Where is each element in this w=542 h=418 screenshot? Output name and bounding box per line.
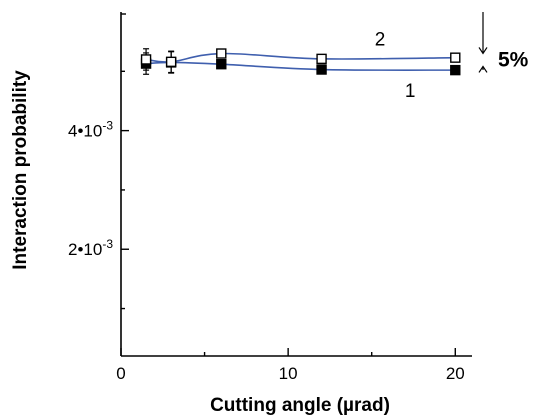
y-ticks: 2•10-3 4•10-3 [68,119,129,259]
series-markers [140,48,461,76]
filled-square-marker [216,58,227,70]
annotation-arrow-up-head [478,65,488,73]
series-labels: 12 [375,30,416,102]
x-tick-label: 10 [279,364,298,383]
x-ticks: 0 10 20 [116,348,465,383]
series-1-line [146,61,456,71]
axes [120,12,472,357]
y-tick-label: 2•10-3 [68,237,113,259]
filled-square-marker [450,64,461,76]
x-tick-label: 0 [116,364,125,383]
open-square-marker [450,52,461,63]
x-tick-label: 20 [446,364,465,383]
y-minor-ticks [121,13,126,310]
open-square-marker [216,48,227,59]
y-tick-label: 4•10-3 [68,119,113,141]
series-2-line [145,52,456,63]
y-tick-exponent: -3 [102,119,113,133]
open-square-marker [316,53,327,65]
series-1-label: 1 [405,81,416,102]
filled-square-marker [316,64,327,75]
series-curves [145,52,456,71]
open-square-marker [165,56,177,68]
annotation-label: 5% [498,48,529,71]
series-2-label: 2 [375,30,386,51]
annotation-arrow-down-head [478,47,488,55]
y-tick-exponent: -3 [102,237,113,251]
percent-annotation: 5% [478,12,529,73]
x-axis-title: Cutting angle (µrad) [210,395,390,416]
open-square-marker [140,54,152,65]
y-axis-title: Interaction probability [10,70,31,270]
